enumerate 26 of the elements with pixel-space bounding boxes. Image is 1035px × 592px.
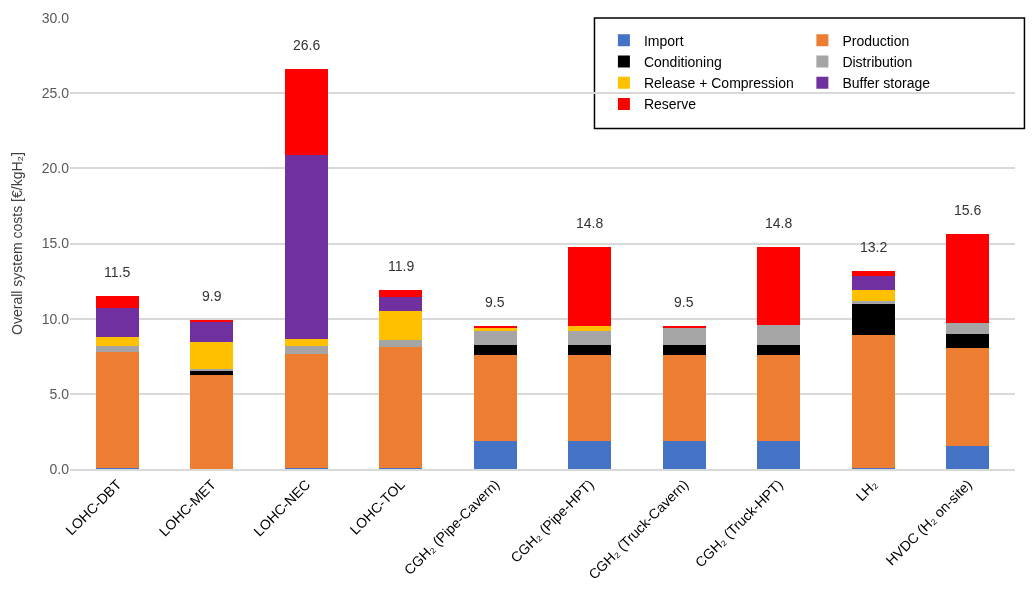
total-label: 26.6 bbox=[293, 37, 321, 53]
y-axis-title: Overall system costs [€/kgH₂] bbox=[9, 152, 26, 335]
total-label: 9.9 bbox=[202, 288, 222, 304]
total-label: 15.6 bbox=[954, 202, 982, 218]
total-label: 9.5 bbox=[485, 294, 505, 310]
total-label: 11.9 bbox=[388, 258, 415, 274]
x-tick-label: LH₂ bbox=[852, 476, 881, 505]
y-tick-label: 15.0 bbox=[41, 235, 70, 252]
y-tick-label: 5.0 bbox=[49, 385, 70, 402]
y-tick-label: 25.0 bbox=[41, 85, 70, 102]
legend-label: Conditioning bbox=[643, 54, 722, 71]
total-label: 14.8 bbox=[576, 215, 604, 231]
total-label: 14.8 bbox=[765, 215, 793, 231]
total-label: 11.5 bbox=[104, 264, 131, 280]
legend-label: Distribution bbox=[842, 54, 913, 71]
total-label: 13.2 bbox=[860, 239, 888, 255]
y-tick-label: 10.0 bbox=[41, 310, 70, 327]
total-label: 9.5 bbox=[674, 294, 694, 310]
legend-label: Release + Compression bbox=[643, 75, 794, 92]
legend-label: Production bbox=[842, 32, 910, 49]
legend-label: Reserve bbox=[643, 96, 697, 113]
legend-label: Import bbox=[643, 32, 684, 49]
y-tick-label: 30.0 bbox=[41, 9, 70, 26]
y-tick-label: 0.0 bbox=[49, 460, 70, 477]
legend-label: Buffer storage bbox=[842, 75, 931, 92]
y-tick-label: 20.0 bbox=[41, 160, 70, 177]
